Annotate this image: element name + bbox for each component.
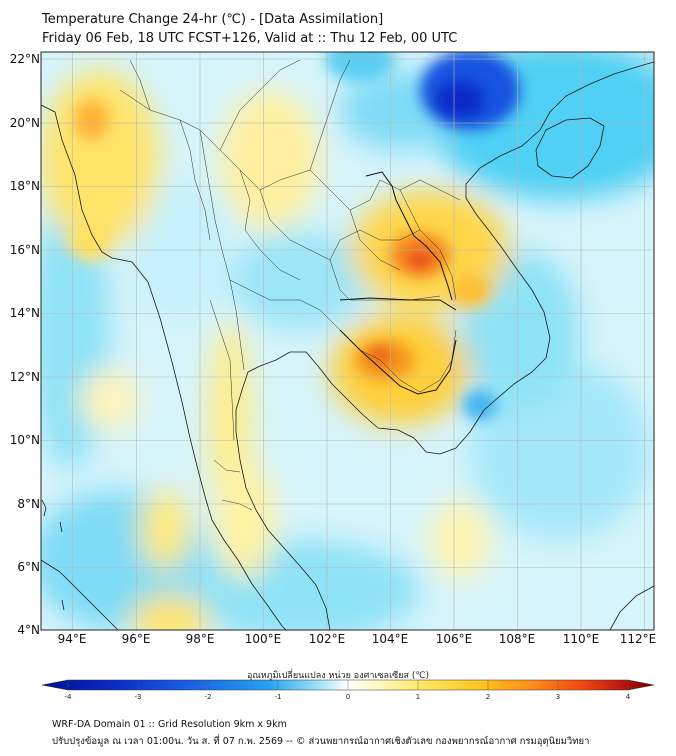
lat-label: 10°N (9, 433, 40, 447)
map-title: Temperature Change 24-hr (℃) - [Data Ass… (42, 12, 384, 27)
colorbar-title: อุณหภูมิเปลี่ยนแปลง หน่วย องศาเซลเซียส (… (246, 671, 430, 681)
lon-label: 106°E (435, 632, 473, 646)
colorbar-tick: 1 (415, 693, 421, 701)
lon-label: 108°E (498, 632, 536, 646)
colorbar-tick: 2 (485, 693, 491, 701)
temperature-field (41, 52, 654, 630)
colorbar (41, 679, 655, 691)
coastlines (41, 61, 654, 630)
lon-label: 104°E (371, 632, 409, 646)
lon-label: 98°E (185, 632, 215, 646)
lat-label: 16°N (9, 243, 40, 257)
lat-label: 4°N (17, 623, 40, 637)
lat-label: 18°N (9, 179, 40, 193)
lon-label: 102°E (308, 632, 346, 646)
colorbar-tick: -2 (204, 693, 212, 701)
lat-label: 20°N (9, 116, 40, 130)
lon-label: 100°E (244, 632, 282, 646)
map-subtitle: Friday 06 Feb, 18 UTC FCST+126, Valid at… (42, 31, 458, 46)
lat-label: 22°N (9, 52, 40, 66)
colorbar-tick: -4 (64, 693, 72, 701)
footer-credit: ปรับปรุงข้อมูล ณ เวลา 01:00น. วัน ส. ที่… (52, 736, 590, 747)
country-boundaries (339, 171, 457, 395)
graticule (41, 52, 654, 630)
map-frame (40, 51, 655, 631)
footer-model-info: WRF-DA Domain 01 :: Grid Resolution 9km … (52, 719, 287, 730)
colorbar-tick: 3 (555, 693, 561, 701)
lat-label: 12°N (9, 370, 40, 384)
lat-label: 14°N (9, 306, 40, 320)
colorbar-tick: 0 (345, 693, 351, 701)
lat-label: 8°N (17, 497, 40, 511)
admin-boundaries (119, 59, 461, 511)
lon-label: 96°E (121, 632, 151, 646)
lon-label: 110°E (562, 632, 600, 646)
lon-label: 112°E (619, 632, 657, 646)
lat-label: 6°N (17, 560, 40, 574)
colorbar-tick: -1 (274, 693, 282, 701)
colorbar-tick: -3 (134, 693, 142, 701)
colorbar-tick: 4 (625, 693, 631, 701)
lon-label: 94°E (57, 632, 87, 646)
